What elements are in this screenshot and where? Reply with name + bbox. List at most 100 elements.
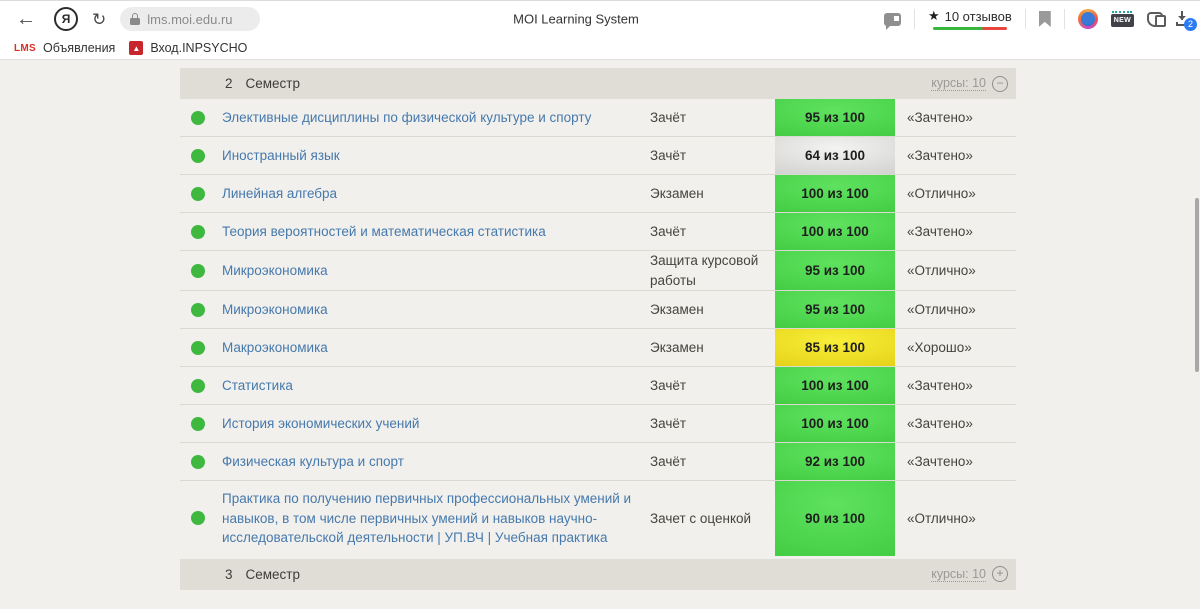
- course-link[interactable]: Физическая культура и спорт: [222, 454, 404, 469]
- score-badge: 95 из 100: [775, 99, 895, 136]
- course-link[interactable]: Элективные дисциплины по физической куль…: [222, 110, 591, 125]
- url-text: lms.moi.edu.ru: [147, 12, 232, 27]
- course-row: Практика по получению первичных професси…: [180, 481, 1016, 556]
- score-badge: 100 из 100: [775, 213, 895, 250]
- course-link[interactable]: Макроэкономика: [222, 340, 328, 355]
- status-dot-icon: [191, 379, 205, 393]
- course-row: Физическая культура и спорт Зачёт 92 из …: [180, 443, 1016, 481]
- status-dot-icon: [191, 417, 205, 431]
- bookmark-label: Объявления: [43, 41, 115, 55]
- grade-text: «Зачтено»: [895, 148, 1016, 163]
- status-cell: [180, 511, 222, 525]
- download-arrow: [1181, 11, 1183, 20]
- lock-icon: [130, 13, 140, 25]
- courses-count-link[interactable]: курсы: 10: [931, 76, 986, 91]
- grade-text: «Зачтено»: [895, 454, 1016, 469]
- separator: [1025, 9, 1026, 29]
- grade-text: «Отлично»: [895, 511, 1016, 526]
- course-row: История экономических учений Зачёт 100 и…: [180, 405, 1016, 443]
- course-row: Микроэкономика Экзамен 95 из 100 «Отличн…: [180, 291, 1016, 329]
- grade-text: «Зачтено»: [895, 224, 1016, 239]
- chat-icon[interactable]: [884, 13, 901, 26]
- bookmark-icon[interactable]: [1039, 11, 1051, 27]
- back-button[interactable]: ←: [16, 9, 36, 29]
- grade-text: «Отлично»: [895, 186, 1016, 201]
- status-cell: [180, 455, 222, 469]
- vertical-scrollbar-thumb[interactable]: [1195, 198, 1199, 372]
- course-link[interactable]: Микроэкономика: [222, 263, 328, 278]
- course-link[interactable]: Статистика: [222, 378, 293, 393]
- separator: [1064, 9, 1065, 29]
- assessment-type: Зачёт: [650, 376, 775, 396]
- grades-table: 2 Семестр курсы: 10 − Элективные дисципл…: [180, 68, 1016, 590]
- assessment-type: Зачёт: [650, 108, 775, 128]
- course-link[interactable]: Теория вероятностей и математическая ста…: [222, 224, 546, 239]
- assessment-type: Зачет с оценкой: [650, 509, 775, 529]
- semester-2-header: 2 Семестр курсы: 10 −: [180, 68, 1016, 99]
- semester-number: 3: [225, 567, 233, 582]
- yandex-logo-button[interactable]: Я: [54, 7, 78, 31]
- status-cell: [180, 417, 222, 431]
- downloads-count-badge: 2: [1184, 18, 1197, 31]
- course-link[interactable]: Линейная алгебра: [222, 186, 337, 201]
- active-tab-title[interactable]: MOI Learning System: [513, 12, 639, 27]
- score-badge: 92 из 100: [775, 443, 895, 480]
- grade-text: «Хорошо»: [895, 340, 1016, 355]
- expand-section-button[interactable]: +: [992, 566, 1008, 582]
- course-row: Элективные дисциплины по физической куль…: [180, 99, 1016, 137]
- extension-orb-icon[interactable]: [1078, 9, 1098, 29]
- course-name-cell: Макроэкономика: [222, 330, 650, 366]
- course-link[interactable]: Практика по получению первичных професси…: [222, 491, 631, 545]
- course-name-cell: Иностранный язык: [222, 138, 650, 174]
- semester-title: Семестр: [246, 76, 301, 91]
- downloads-icon[interactable]: 2: [1176, 11, 1194, 28]
- status-dot-icon: [191, 303, 205, 317]
- status-dot-icon: [191, 111, 205, 125]
- status-cell: [180, 379, 222, 393]
- course-link[interactable]: Иностранный язык: [222, 148, 340, 163]
- course-link[interactable]: История экономических учений: [222, 416, 419, 431]
- lms-favicon: LMS: [14, 43, 36, 54]
- courses-count-link[interactable]: курсы: 10: [931, 567, 986, 582]
- page-content: 2 Семестр курсы: 10 − Элективные дисципл…: [0, 60, 1200, 609]
- grade-text: «Зачтено»: [895, 378, 1016, 393]
- grade-text: «Зачтено»: [895, 110, 1016, 125]
- collapse-section-button[interactable]: −: [992, 76, 1008, 92]
- refresh-button[interactable]: ↻: [92, 11, 106, 28]
- separator: [914, 9, 915, 29]
- status-cell: [180, 303, 222, 317]
- assessment-type: Зачёт: [650, 146, 775, 166]
- status-dot-icon: [191, 187, 205, 201]
- status-dot-icon: [191, 264, 205, 278]
- site-reviews-button[interactable]: ★ 10 отзывов: [928, 8, 1012, 30]
- semester-number: 2: [225, 76, 233, 91]
- score-badge: 64 из 100: [775, 137, 895, 174]
- course-name-cell: Теория вероятностей и математическая ста…: [222, 214, 650, 250]
- extensions-icon[interactable]: [1147, 12, 1163, 27]
- reviews-count-label: 10 отзывов: [945, 9, 1012, 24]
- status-cell: [180, 264, 222, 278]
- course-link[interactable]: Микроэкономика: [222, 302, 328, 317]
- status-cell: [180, 111, 222, 125]
- status-dot-icon: [191, 225, 205, 239]
- assessment-type: Экзамен: [650, 338, 775, 358]
- course-name-cell: Элективные дисциплины по физической куль…: [222, 100, 650, 136]
- bookmark-item-inpsycho[interactable]: ▲ Вход.INPSYCHO: [129, 41, 247, 55]
- course-row: Линейная алгебра Экзамен 100 из 100 «Отл…: [180, 175, 1016, 213]
- semester-3-header: 3 Семестр курсы: 10 +: [180, 559, 1016, 590]
- assessment-type: Зачёт: [650, 452, 775, 472]
- course-row: Макроэкономика Экзамен 85 из 100 «Хорошо…: [180, 329, 1016, 367]
- bookmark-item-announcements[interactable]: LMS Объявления: [14, 41, 115, 55]
- status-dot-icon: [191, 341, 205, 355]
- grade-text: «Отлично»: [895, 302, 1016, 317]
- course-row: Микроэкономика Защита курсовой работы 95…: [180, 251, 1016, 291]
- course-name-cell: Статистика: [222, 368, 650, 404]
- address-bar[interactable]: lms.moi.edu.ru: [120, 7, 260, 31]
- browser-chrome: ← Я ↻ lms.moi.edu.ru MOI Learning System…: [0, 0, 1200, 59]
- new-badge-icon[interactable]: NEW: [1111, 11, 1134, 27]
- course-row: Статистика Зачёт 100 из 100 «Зачтено»: [180, 367, 1016, 405]
- status-dot-icon: [191, 149, 205, 163]
- yandex-logo-letter: Я: [62, 12, 71, 26]
- grade-text: «Зачтено»: [895, 416, 1016, 431]
- assessment-type: Зачёт: [650, 222, 775, 242]
